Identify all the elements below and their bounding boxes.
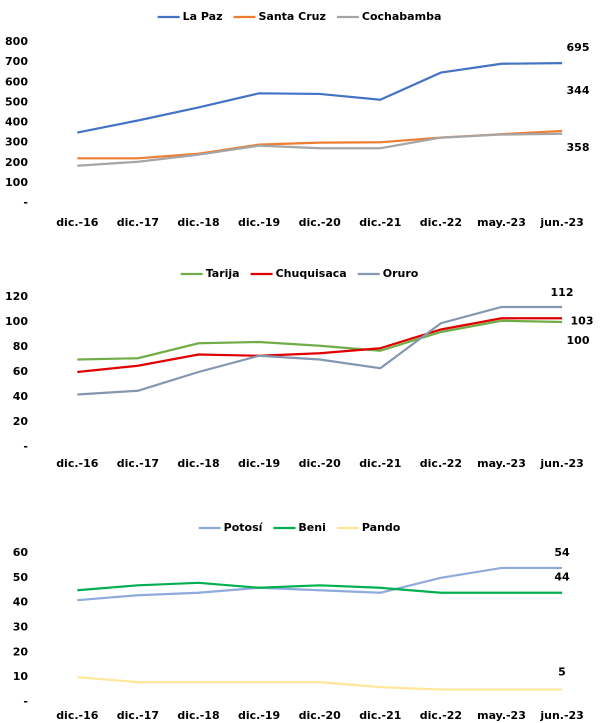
y-tick-label: - [23, 440, 28, 453]
x-tick-label: dic.-22 [420, 709, 462, 722]
x-tick-label: dic.-18 [177, 709, 219, 722]
legend-label: Chuquisaca [276, 267, 347, 280]
y-tick-label: 400 [5, 116, 28, 129]
y-tick-label: 60 [13, 365, 29, 378]
x-tick-label: dic.-17 [117, 216, 159, 229]
x-tick-label: dic.-20 [299, 216, 342, 229]
y-tick-label: 20 [13, 415, 29, 428]
y-tick-label: 200 [5, 156, 28, 169]
legend-label: Potosí [224, 521, 264, 534]
x-tick-label: dic.-19 [238, 457, 280, 470]
y-tick-label: 40 [13, 596, 29, 609]
y-tick-label: 80 [13, 340, 29, 353]
series-line [77, 566, 563, 602]
y-tick-label: 50 [13, 571, 29, 584]
data-label: 5 [558, 666, 566, 679]
x-tick-label: jun.-23 [539, 709, 583, 722]
y-tick-label: - [23, 695, 28, 708]
x-tick-label: dic.-19 [238, 709, 280, 722]
x-tick-label: dic.-22 [420, 216, 462, 229]
y-tick-label: 60 [13, 546, 29, 559]
x-tick-label: dic.-20 [299, 457, 342, 470]
x-tick-label: may.-23 [477, 216, 526, 229]
data-label: 344 [567, 84, 590, 97]
x-tick-label: dic.-18 [177, 457, 219, 470]
data-label: 358 [567, 141, 590, 154]
legend-label: Oruro [383, 267, 419, 280]
data-label: 103 [571, 314, 594, 327]
y-tick-label: 800 [5, 35, 28, 48]
data-label: 112 [551, 286, 574, 299]
series-line [77, 305, 563, 396]
y-tick-label: 100 [5, 315, 28, 328]
x-tick-label: dic.-20 [299, 709, 342, 722]
y-tick-label: 500 [5, 95, 28, 108]
x-tick-label: jun.-23 [539, 457, 583, 470]
x-tick-label: dic.-18 [177, 216, 219, 229]
legend-label: La Paz [183, 10, 223, 23]
data-label: 44 [554, 571, 570, 584]
legend-label: Tarija [206, 267, 240, 280]
x-tick-label: dic.-19 [238, 216, 280, 229]
y-tick-label: 600 [5, 75, 28, 88]
x-tick-label: dic.-17 [117, 457, 159, 470]
x-tick-label: may.-23 [477, 457, 526, 470]
x-tick-label: dic.-16 [56, 216, 99, 229]
y-tick-label: 700 [5, 55, 28, 68]
y-tick-label: - [23, 196, 28, 209]
y-tick-label: 120 [5, 290, 28, 303]
y-tick-label: 40 [13, 390, 29, 403]
x-tick-label: dic.-21 [359, 216, 401, 229]
x-tick-label: dic.-21 [359, 709, 401, 722]
series-line [77, 676, 563, 691]
series-line [77, 132, 563, 167]
x-tick-label: may.-23 [477, 709, 526, 722]
series-line [77, 319, 563, 361]
series-line [77, 581, 563, 594]
series-line [77, 317, 563, 374]
x-tick-label: dic.-16 [56, 457, 99, 470]
x-tick-label: jun.-23 [539, 216, 583, 229]
y-tick-label: 20 [13, 645, 29, 658]
x-tick-label: dic.-17 [117, 709, 159, 722]
data-label: 54 [554, 546, 570, 559]
x-tick-label: dic.-16 [56, 709, 99, 722]
y-tick-label: 30 [13, 621, 29, 634]
legend-label: Cochabamba [362, 10, 441, 23]
y-tick-label: 300 [5, 136, 28, 149]
x-tick-label: dic.-22 [420, 457, 462, 470]
series-line [77, 62, 563, 134]
data-label: 100 [567, 334, 590, 347]
x-tick-label: dic.-21 [359, 457, 401, 470]
y-tick-label: 10 [13, 670, 29, 683]
legend-label: Pando [362, 521, 401, 534]
legend-label: Santa Cruz [258, 10, 325, 23]
legend-label: Beni [298, 521, 325, 534]
data-label: 695 [567, 41, 590, 54]
y-tick-label: 100 [5, 176, 28, 189]
